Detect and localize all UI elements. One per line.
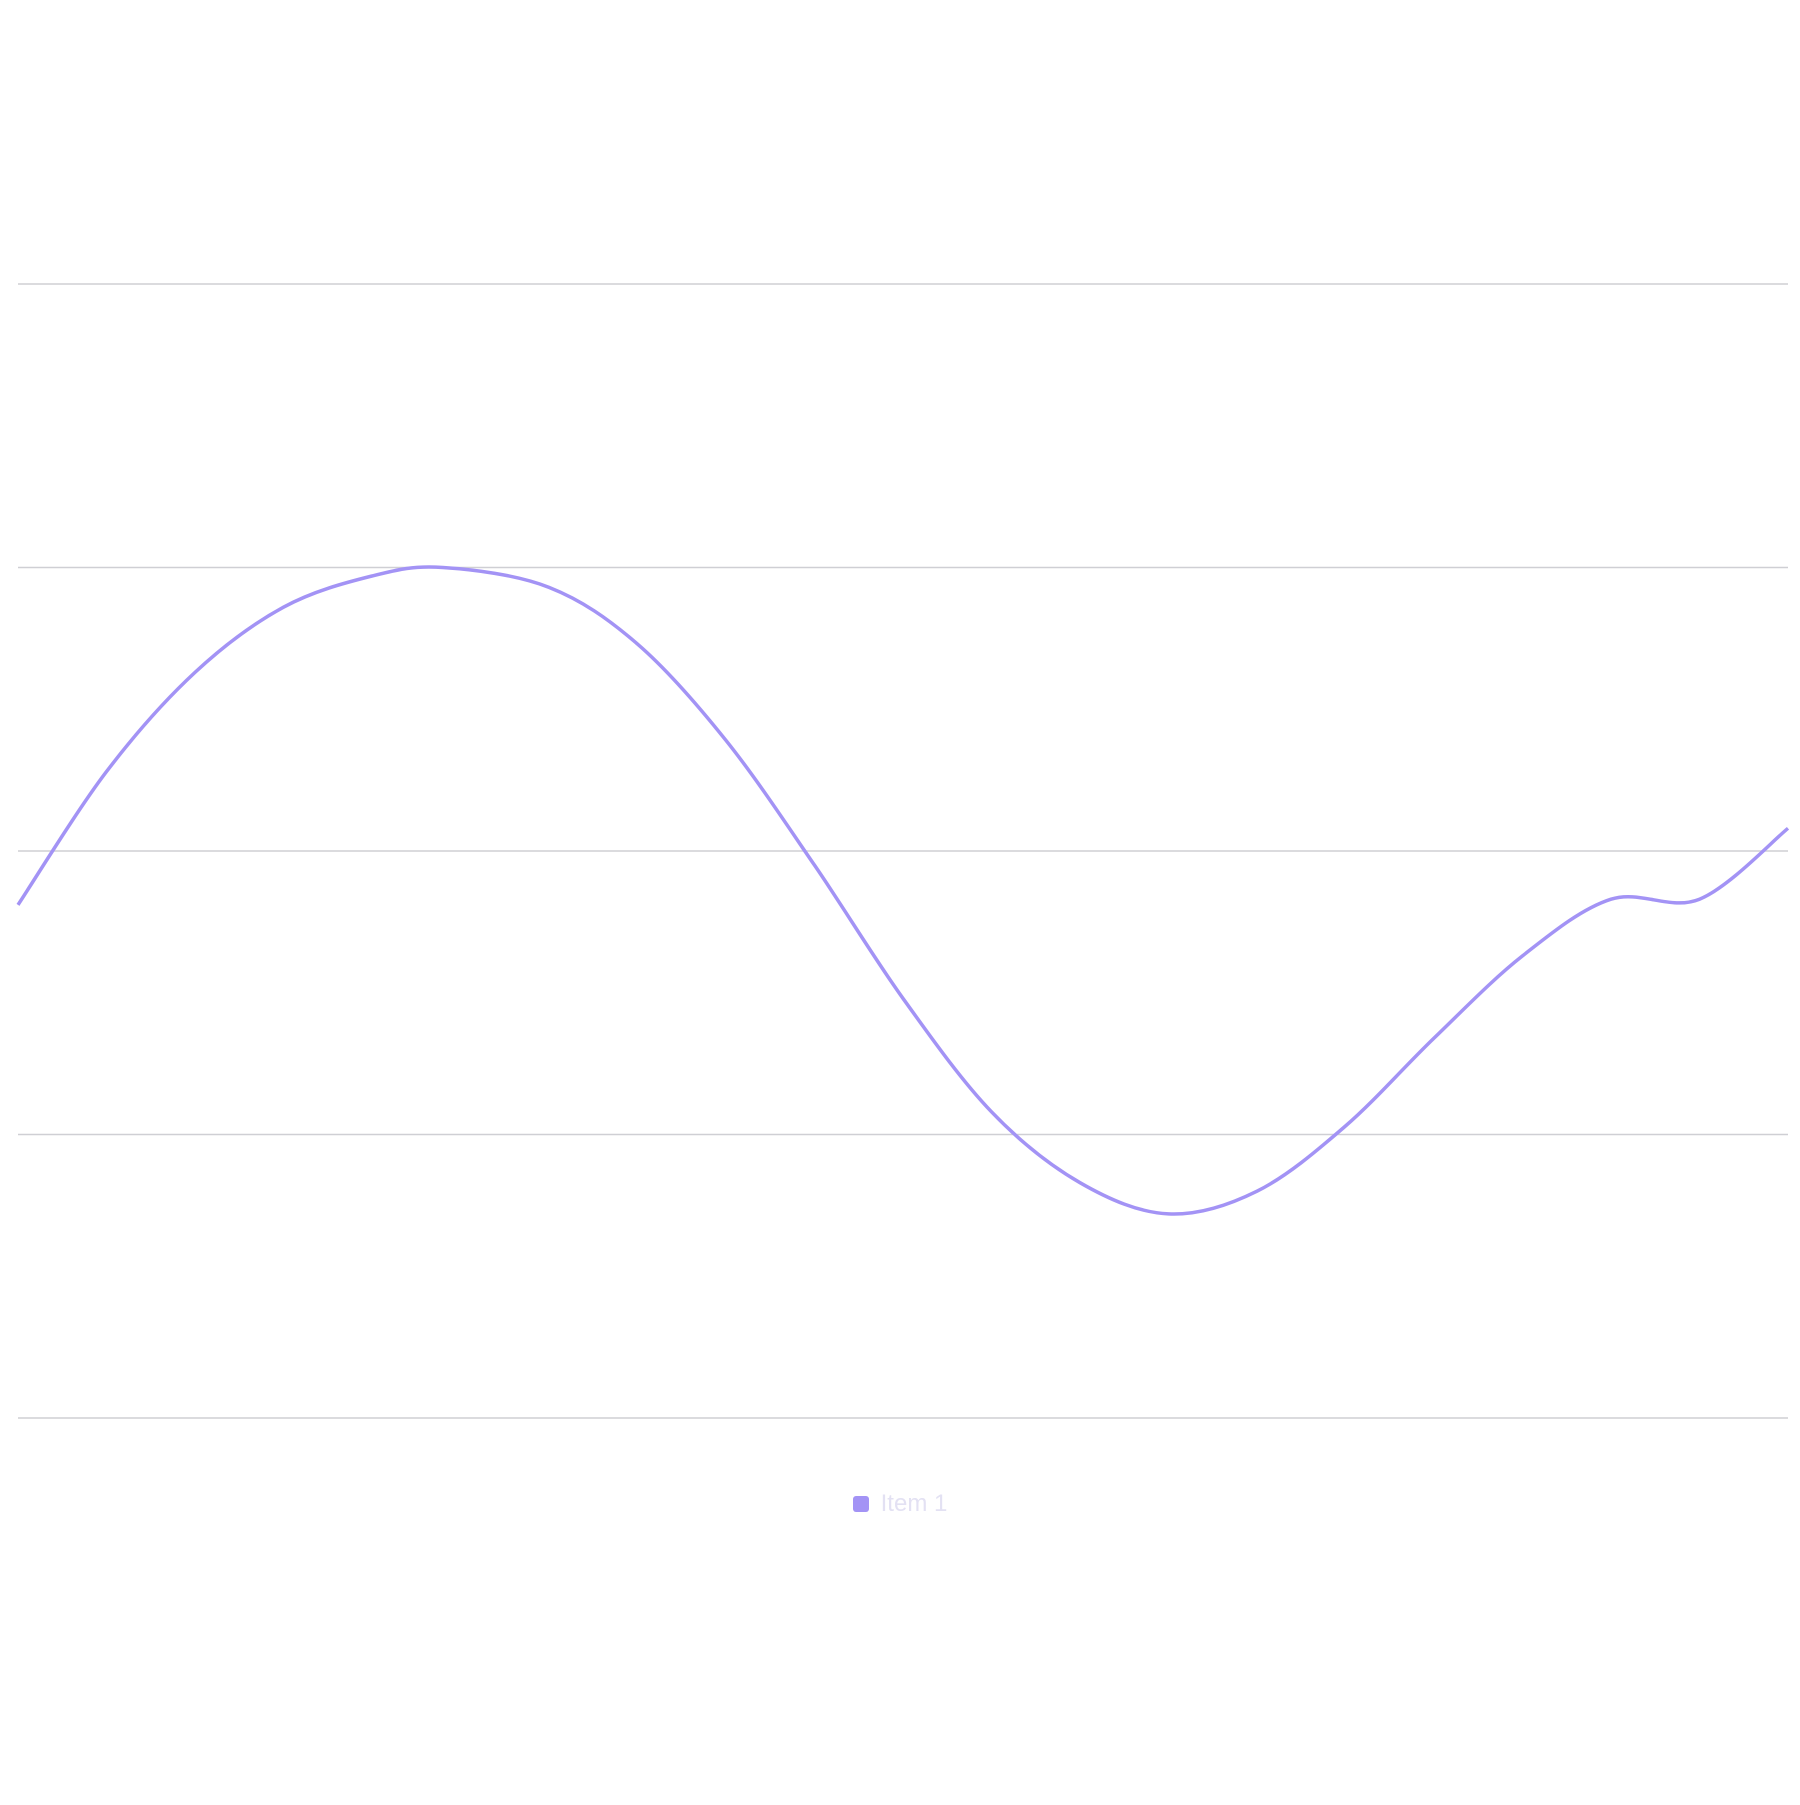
series-line-1 [16, 565, 1790, 1216]
legend-swatch-item-1 [852, 1496, 869, 1512]
legend-label-item-1: Item 1 [880, 1490, 948, 1517]
legend: Item 1 [0, 1490, 1800, 1518]
